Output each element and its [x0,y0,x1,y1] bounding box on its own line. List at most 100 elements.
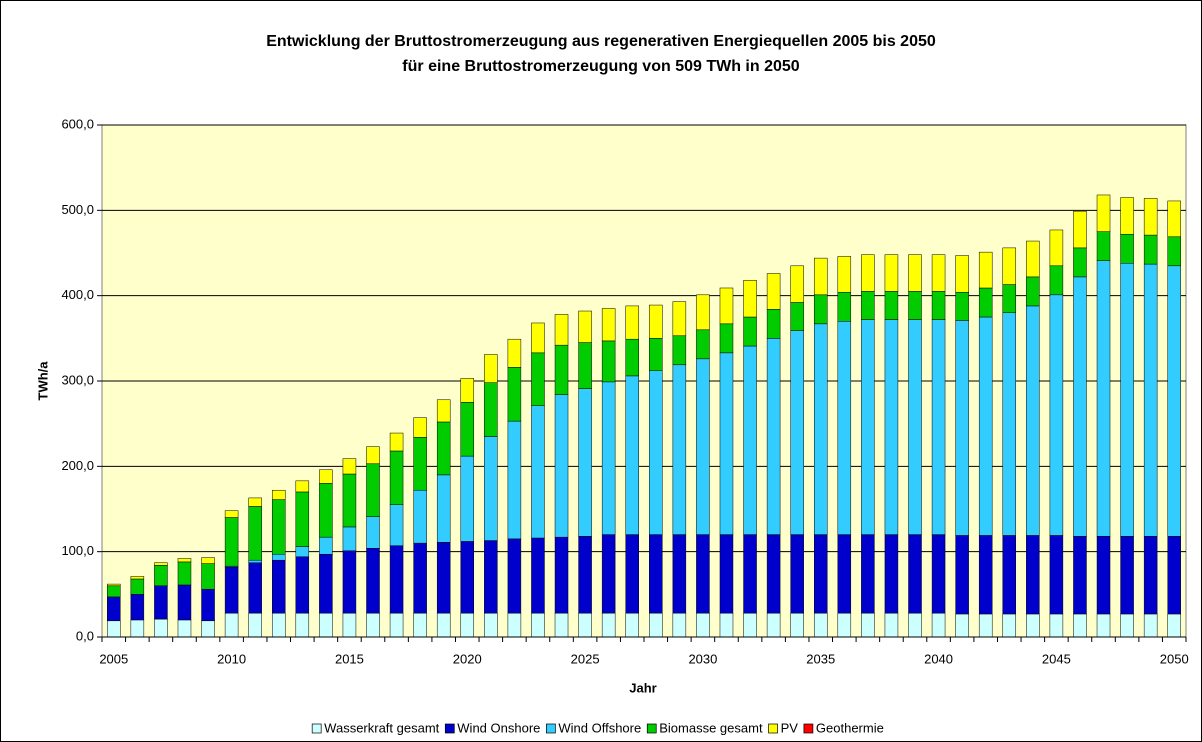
bar-segment [177,558,192,563]
bar-segment [413,437,427,491]
bar-segment [837,612,852,638]
bar-segment [1002,247,1017,285]
bar-segment [248,562,262,614]
x-tick-label: 2025 [571,651,600,666]
bar-segment [177,619,192,638]
bar-segment [342,458,357,475]
bar-segment [908,319,922,535]
bar-segment [1049,613,1064,638]
bar-segment [554,314,569,346]
bar-segment [672,335,687,366]
bar-segment [790,265,804,303]
bar-segment [908,291,922,320]
y-tick-label: 500,0 [61,202,94,217]
bar-segment [1026,613,1040,638]
x-tick-label: 2020 [453,651,482,666]
bar-segment [248,497,262,507]
bar-segment [1167,536,1181,615]
bar-segment [271,553,286,561]
bar-segment [837,321,852,535]
bar-segment [107,620,121,638]
bar-segment [130,578,145,595]
bar-segment [649,338,663,372]
chart-subtitle: für eine Bruttostromerzeugung von 509 TW… [402,58,799,75]
bar-segment [507,612,522,638]
bar-segment [484,612,498,638]
bar-segment [1143,536,1158,615]
x-tick-label: 2035 [806,651,835,666]
bar-segment [389,545,404,614]
bar-segment [1026,305,1040,536]
bar-segment [1143,198,1158,236]
bar-segment [507,538,522,614]
bar-segment [743,316,757,347]
bar-segment [1026,240,1040,278]
bar-segment [107,585,121,598]
bar-segment [319,536,333,555]
x-tick-label: 2030 [688,651,717,666]
bar-segment [554,344,569,395]
bar-segment [696,612,710,638]
bar-segment [107,583,121,587]
bar-segment [531,405,545,539]
bar-segment [154,565,168,587]
bar-segment [342,473,357,528]
bar-segment [743,534,757,614]
bar-segment [601,612,616,638]
legend-label: Biomasse gesamt [659,720,763,735]
bar-segment [719,534,734,614]
bar-segment [531,322,545,354]
bar-segment [672,612,687,638]
bar-segment [978,316,993,536]
bar-segment [248,612,262,638]
bar-segment [1026,276,1040,307]
bar-segment [625,375,639,535]
bar-segment [201,588,215,622]
bar-segment [978,613,993,638]
bar-segment [389,450,404,505]
bar-segment [507,420,522,540]
bar-segment [766,612,781,638]
bar-segment [248,506,262,561]
x-axis-label: Jahr [629,680,656,695]
bar-segment [224,510,239,518]
bar-segment [1120,613,1134,638]
bar-segment [531,612,545,638]
bar-segment [436,474,451,543]
bar-segment [1120,262,1134,537]
bar-segment [578,342,592,389]
bar-segment [672,301,687,337]
bar-segment [107,596,121,622]
legend-label: Wind Onshore [457,720,540,735]
bar-segment [130,594,145,621]
bar-segment [389,432,404,452]
bar-segment [649,370,663,535]
bar-segment [649,612,663,638]
bar-segment [248,559,262,564]
bar-segment [578,612,592,638]
bar-segment [177,561,192,586]
bar-segment [766,534,781,614]
y-tick-label: 0,0 [76,628,94,643]
bar-segment [931,254,946,292]
bar-segment [1120,536,1134,615]
bar-segment [837,292,852,322]
legend-swatch [546,723,556,734]
bar-segment [413,417,427,438]
bar-segment [908,254,922,292]
bar-segment [554,612,569,638]
bar-segment [1002,284,1017,313]
bar-segment [154,618,168,638]
bar-segment [931,291,946,320]
bar-segment [861,319,875,535]
bar-segment [743,345,757,535]
bar-segment [1073,276,1087,537]
bar-segment [672,364,687,535]
bar-segment [1167,200,1181,238]
bar-segment [436,421,451,476]
bar-segment [413,489,427,544]
x-tick-label: 2015 [335,651,364,666]
bar-segment [719,323,734,354]
bar-segment [1049,535,1064,615]
bar-segment [931,319,946,535]
